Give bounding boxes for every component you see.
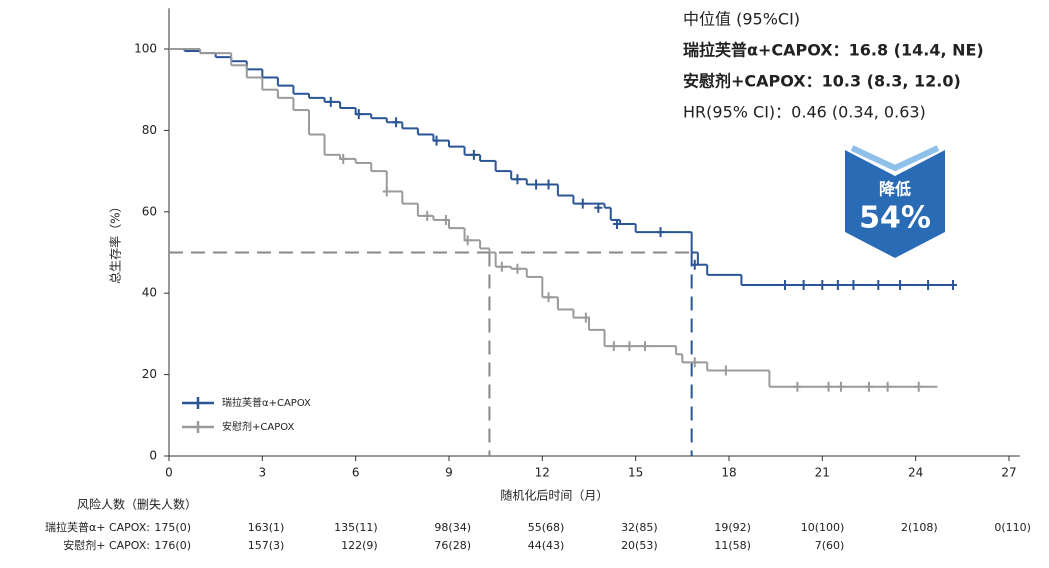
censor-mark: [532, 179, 541, 190]
risk-value: 157(3): [248, 539, 285, 552]
x-tick-label: 12: [535, 466, 550, 480]
badge-text: 54%: [859, 201, 931, 236]
censor-mark: [497, 261, 506, 272]
x-tick-label: 6: [352, 466, 360, 480]
risk-value: 135(11): [334, 521, 378, 534]
censor-mark: [924, 280, 933, 291]
censor-mark: [423, 210, 432, 221]
risk-value: 0(110): [994, 521, 1031, 534]
annotation: 中位值 (95%CI): [683, 10, 800, 29]
risk-value: 2(108): [901, 521, 938, 534]
censor-mark: [833, 280, 842, 291]
legend-label: 瑞拉芙普α+CAPOX: [222, 396, 311, 409]
risk-value: 163(1): [248, 521, 285, 534]
legend-swatch: [182, 397, 214, 409]
risk-value: 55(68): [528, 521, 565, 534]
y-tick-label: 60: [142, 204, 157, 218]
censor-mark: [463, 235, 472, 246]
censor-mark: [818, 280, 827, 291]
censor-mark: [578, 198, 587, 209]
risk-value: 122(9): [341, 539, 378, 552]
censor-mark: [799, 280, 808, 291]
annotation: HR(95% CI)：0.46 (0.34, 0.63): [683, 103, 926, 122]
censor-mark: [690, 259, 699, 270]
y-tick-label: 80: [142, 123, 157, 137]
y-tick-label: 20: [142, 367, 157, 381]
risk-value: 19(92): [714, 521, 751, 534]
censor-mark: [392, 117, 401, 128]
censor-mark: [874, 280, 883, 291]
badge-text: 降低: [879, 180, 911, 199]
legend-swatch: [182, 421, 214, 433]
censor-mark: [609, 341, 618, 352]
legend-label: 安慰剂+CAPOX: [222, 420, 294, 433]
censor-mark: [883, 381, 892, 392]
censor-mark: [432, 135, 441, 146]
censor-mark: [836, 381, 845, 392]
badge-chevron: [850, 145, 940, 172]
censor-mark: [824, 381, 833, 392]
risk-value: 176(0): [154, 539, 191, 552]
y-tick-label: 100: [134, 42, 157, 56]
censor-mark: [914, 381, 923, 392]
x-tick-label: 15: [628, 466, 643, 480]
risk-value: 44(43): [528, 539, 565, 552]
risk-value: 76(28): [434, 539, 471, 552]
x-tick-label: 18: [721, 466, 736, 480]
censor-mark: [469, 149, 478, 160]
censor-mark: [544, 292, 553, 303]
censor-mark: [513, 263, 522, 274]
censor-mark: [849, 280, 858, 291]
censor-mark: [896, 280, 905, 291]
censor-mark: [690, 357, 699, 368]
x-tick-label: 0: [165, 466, 173, 480]
x-tick-label: 27: [1001, 466, 1016, 480]
censor-mark: [948, 280, 957, 291]
censor-mark: [354, 109, 363, 120]
risk-label: 瑞拉芙普α+ CAPOX:: [45, 520, 150, 534]
censor-mark: [441, 214, 450, 225]
badge: [845, 150, 945, 258]
censor-mark: [594, 202, 603, 213]
risk-title: 风险人数（删失人数）: [77, 497, 197, 512]
annotation: 安慰剂+CAPOX：10.3 (8.3, 12.0): [683, 72, 961, 91]
censor-mark: [612, 219, 621, 230]
annotation: 瑞拉芙普α+CAPOX：16.8 (14.4, NE): [683, 41, 984, 60]
risk-value: 32(85): [621, 521, 658, 534]
censor-mark: [326, 96, 335, 107]
censor-mark: [513, 174, 522, 185]
risk-value: 175(0): [154, 521, 191, 534]
risk-value: 7(60): [815, 539, 845, 552]
risk-value: 98(34): [434, 521, 471, 534]
risk-label: 安慰剂+ CAPOX:: [63, 538, 150, 552]
y-tick-label: 40: [142, 286, 157, 300]
y-tick-label: 0: [149, 449, 157, 463]
censor-mark: [780, 280, 789, 291]
censor-mark: [544, 179, 553, 190]
censor-mark: [793, 381, 802, 392]
censor-mark: [640, 341, 649, 352]
censor-mark: [864, 381, 873, 392]
censor-mark: [581, 312, 590, 323]
y-axis-label: 总生存率（%）: [108, 200, 123, 283]
x-tick-label: 9: [445, 466, 453, 480]
censor-mark: [656, 227, 665, 238]
censor-mark: [382, 186, 391, 197]
x-axis-label: 随机化后时间（月）: [500, 488, 608, 503]
x-tick-label: 3: [259, 466, 267, 480]
risk-value: 20(53): [621, 539, 658, 552]
risk-value: 10(100): [801, 521, 845, 534]
censor-mark: [625, 341, 634, 352]
censor-mark: [721, 365, 730, 376]
x-tick-label: 24: [908, 466, 923, 480]
x-tick-label: 21: [815, 466, 830, 480]
risk-value: 11(58): [714, 539, 751, 552]
censor-mark: [339, 153, 348, 164]
